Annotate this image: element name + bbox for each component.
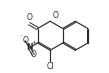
Text: N: N	[26, 43, 32, 52]
Text: +: +	[32, 40, 36, 45]
Text: -: -	[21, 33, 23, 38]
Text: Cl: Cl	[47, 62, 54, 71]
Text: O: O	[22, 36, 28, 45]
Text: O: O	[30, 50, 36, 59]
Text: O: O	[26, 13, 32, 22]
Text: O: O	[53, 11, 58, 20]
